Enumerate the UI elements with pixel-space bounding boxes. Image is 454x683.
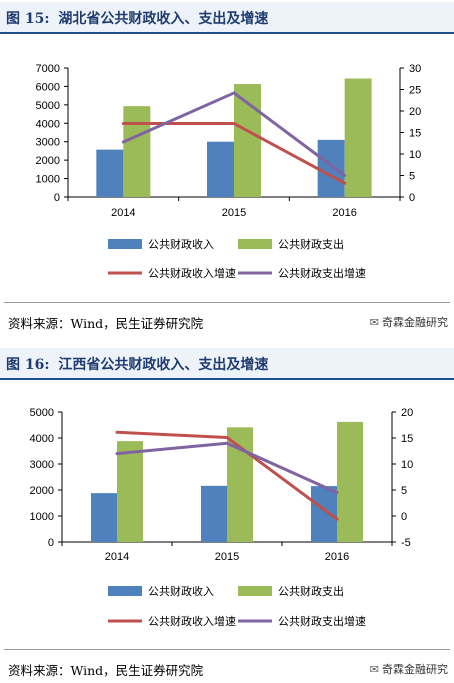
figure-2-header-rule bbox=[0, 378, 454, 380]
legend-label: 公共财政支出增速 bbox=[278, 266, 366, 280]
y-right-tick-label: 15 bbox=[401, 433, 413, 445]
y-left-tick-label: 1000 bbox=[30, 511, 54, 523]
y-right-tick-label: 15 bbox=[409, 128, 421, 140]
x-tick-label: 2014 bbox=[105, 551, 129, 563]
figure-1-title-text: 湖北省公共财政收入、支出及增速 bbox=[58, 11, 269, 27]
legend-swatch bbox=[108, 239, 142, 249]
x-tick-label: 2016 bbox=[325, 551, 349, 563]
x-tick-label: 2016 bbox=[332, 207, 356, 219]
y-right-tick-label: 5 bbox=[409, 171, 415, 183]
legend-label: 公共财政收入 bbox=[148, 584, 214, 598]
bar-expenditure bbox=[117, 441, 143, 542]
bar-expenditure bbox=[337, 421, 363, 542]
legend-swatch bbox=[238, 239, 272, 249]
wechat-icon: ✉ bbox=[369, 316, 379, 329]
figure-2-header: 图 16: 江西省公共财政收入、支出及增速 bbox=[0, 348, 454, 380]
line-revenue-growth bbox=[115, 430, 339, 521]
y-right-tick-label: 10 bbox=[409, 149, 421, 161]
y-left-tick-label: 3000 bbox=[30, 459, 54, 471]
figure-1-title: 图 15: 湖北省公共财政收入、支出及增速 bbox=[6, 8, 272, 28]
figure-1-source: 资料来源：Wind，民生证券研究院 bbox=[8, 316, 204, 331]
figure-2-title-text: 江西省公共财政收入、支出及增速 bbox=[58, 357, 269, 373]
figure-1-number: 图 15: bbox=[6, 11, 50, 27]
figure-1-header: 图 15: 湖北省公共财政收入、支出及增速 bbox=[0, 2, 454, 34]
y-right-tick-label: 20 bbox=[401, 407, 413, 419]
legend-swatch bbox=[108, 586, 142, 596]
y-left-tick-label: 0 bbox=[48, 537, 54, 549]
y-left-tick-label: 2000 bbox=[30, 485, 54, 497]
bar-revenue bbox=[317, 139, 345, 197]
figure-2-title: 图 16: 江西省公共财政收入、支出及增速 bbox=[6, 354, 272, 374]
bar-expenditure bbox=[123, 106, 151, 197]
y-left-tick-label: 0 bbox=[54, 192, 60, 204]
figure-2-separator bbox=[4, 649, 450, 650]
y-left-tick-label: 5000 bbox=[36, 100, 60, 112]
y-right-tick-label: 0 bbox=[401, 511, 407, 523]
y-left-tick-label: 2000 bbox=[36, 155, 60, 167]
bar-expenditure bbox=[344, 78, 372, 197]
line-revenue-growth bbox=[121, 121, 347, 185]
figure-2-watermark-text: 奇霖金融研究 bbox=[382, 663, 448, 676]
legend-label: 公共财政支出 bbox=[278, 237, 344, 251]
legend-label: 公共财政支出增速 bbox=[278, 614, 366, 628]
figure-1-watermark-text: 奇霖金融研究 bbox=[382, 316, 448, 329]
bar-revenue bbox=[311, 486, 337, 542]
x-tick-label: 2015 bbox=[222, 207, 246, 219]
figure-1-separator bbox=[4, 302, 450, 303]
figure-2-source: 资料来源：Wind，民生证券研究院 bbox=[8, 663, 204, 678]
y-right-tick-label: 0 bbox=[409, 192, 415, 204]
legend-label: 公共财政收入 bbox=[148, 237, 214, 251]
figure-1-header-band bbox=[0, 2, 454, 32]
bar-expenditure bbox=[234, 84, 261, 197]
y-left-tick-label: 1000 bbox=[36, 174, 60, 186]
figure-1-chart: 0 1000 2000 3000 4000 5000 6000 7000 0 5 10 15 20 25 3… bbox=[36, 63, 422, 280]
x-tick-label: 2015 bbox=[215, 551, 239, 563]
x-tick-label: 2014 bbox=[111, 207, 135, 219]
y-right-tick-label: 20 bbox=[409, 106, 421, 118]
y-right-tick-label: -5 bbox=[401, 537, 411, 549]
legend-label: 公共财政支出 bbox=[278, 584, 344, 598]
y-left-tick-label: 4000 bbox=[30, 433, 54, 445]
figure-2-chart: 0 1000 2000 3000 4000 5000 -5 0 5 10 15 20 2014 2015 2… bbox=[30, 407, 414, 628]
y-left-tick-label: 7000 bbox=[36, 63, 60, 75]
y-right-tick-label: 5 bbox=[401, 485, 407, 497]
legend-label: 公共财政收入增速 bbox=[148, 614, 236, 628]
legend-swatch bbox=[238, 586, 272, 596]
figure-2-number: 图 16: bbox=[6, 357, 50, 373]
y-right-tick-label: 10 bbox=[401, 459, 413, 471]
y-left-tick-label: 6000 bbox=[36, 81, 60, 93]
figure-2-watermark: ✉ 奇霖金融研究 bbox=[370, 661, 448, 677]
y-left-tick-label: 5000 bbox=[30, 407, 54, 419]
bar-revenue bbox=[201, 485, 227, 542]
bar-revenue bbox=[96, 149, 124, 197]
legend-label: 公共财政收入增速 bbox=[148, 266, 236, 280]
wechat-icon: ✉ bbox=[369, 663, 379, 676]
line-expenditure-growth bbox=[121, 91, 347, 177]
y-left-tick-label: 4000 bbox=[36, 118, 60, 130]
bar-revenue bbox=[207, 141, 234, 197]
line-expenditure-growth bbox=[115, 441, 339, 495]
figure-1-watermark: ✉ 奇霖金融研究 bbox=[370, 314, 448, 330]
y-left-tick-label: 3000 bbox=[36, 137, 60, 149]
bar-revenue bbox=[91, 493, 117, 542]
figure-2-header-band bbox=[0, 348, 454, 378]
y-right-tick-label: 30 bbox=[409, 63, 421, 75]
figure-1-header-rule bbox=[0, 32, 454, 34]
y-right-tick-label: 25 bbox=[409, 85, 421, 97]
